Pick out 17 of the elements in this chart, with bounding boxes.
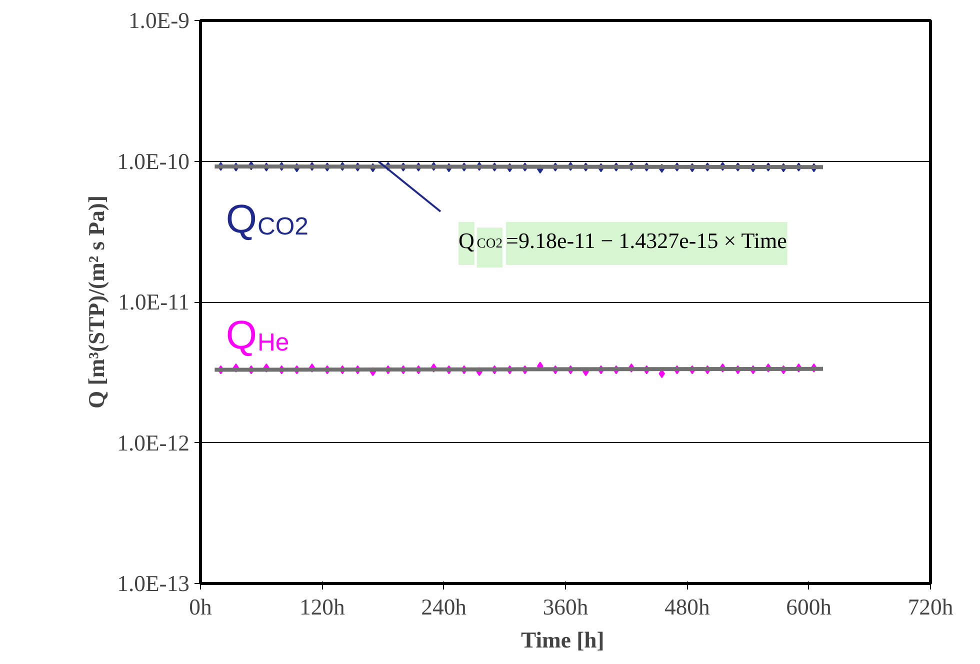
y-tick-label: 1.0E-12 bbox=[117, 430, 190, 456]
x-tick-label: 0h bbox=[189, 594, 212, 620]
x-tick-label: 120h bbox=[300, 594, 346, 620]
series-label: QHe bbox=[226, 314, 290, 358]
y-tick-label: 1.0E-10 bbox=[117, 148, 190, 174]
annotation: QCO2=9.18e-11 − 1.4327e-15 × Time bbox=[458, 228, 787, 253]
x-tick-label: 360h bbox=[542, 594, 589, 620]
y-axis-title: Q [m³(STP)/(m² s Pa)] bbox=[84, 195, 110, 409]
y-tick-label: 1.0E-9 bbox=[128, 8, 190, 33]
x-tick-label: 480h bbox=[664, 594, 710, 620]
y-tick-label: 1.0E-13 bbox=[117, 571, 190, 596]
x-tick-label: 240h bbox=[421, 594, 468, 620]
series-label: QCO2 bbox=[226, 197, 308, 242]
x-tick-label: 720h bbox=[908, 594, 954, 620]
x-tick-label: 600h bbox=[786, 594, 832, 620]
y-tick-label: 1.0E-11 bbox=[118, 290, 190, 314]
x-axis-title: Time [h] bbox=[521, 628, 604, 652]
